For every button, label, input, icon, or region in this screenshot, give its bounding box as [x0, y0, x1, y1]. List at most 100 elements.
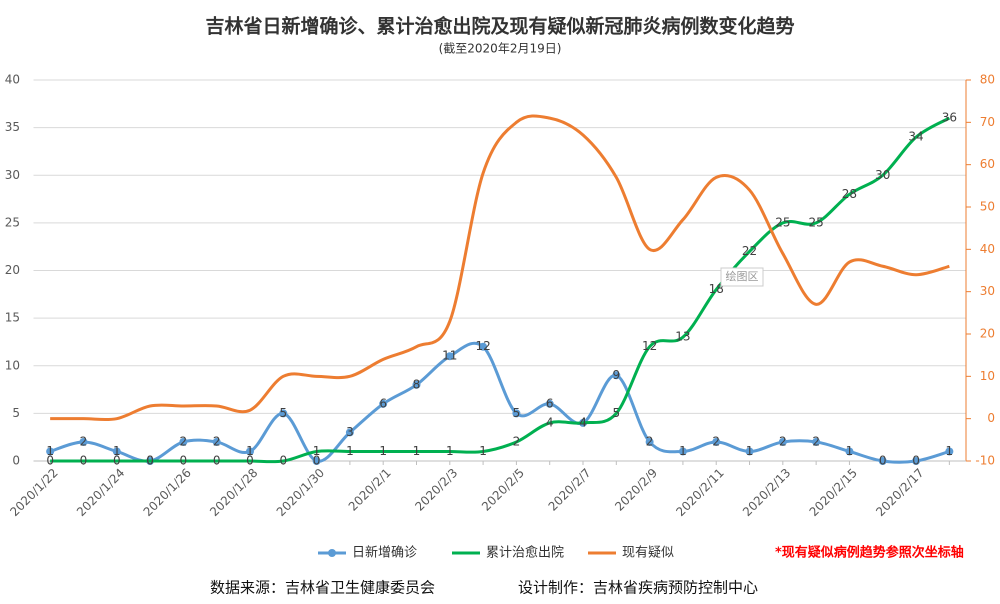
marker [878, 457, 887, 465]
x-tick-label: 2020/2/11 [673, 466, 726, 519]
chart-title: 吉林省日新增确诊、累计治愈出院及现有疑似新冠肺炎病例数变化趋势 [205, 15, 794, 38]
data-label: 0 [313, 454, 321, 468]
data-label: 4 [579, 415, 587, 429]
marker [279, 409, 288, 418]
series-line [49, 341, 950, 464]
data-label: 1 [313, 444, 321, 458]
marker [212, 437, 221, 446]
data-label: 1 [479, 444, 487, 458]
x-tick-label: 2020/2/3 [412, 466, 460, 514]
data-label: 0 [213, 454, 221, 468]
marker [79, 437, 88, 446]
x-tick-label: 2020/1/22 [7, 466, 60, 519]
tooltip: 绘图区 [726, 269, 759, 283]
legend-marker [328, 549, 336, 557]
y2-tick-label: 70 [980, 115, 995, 129]
y-tick-label: 20 [5, 263, 20, 277]
y2-tick-label: 60 [980, 157, 995, 171]
y2-tick-label: 50 [980, 200, 995, 214]
legend-label: 累计治愈出院 [486, 546, 564, 561]
y2-tick-label: 40 [980, 242, 995, 256]
data-label: 1 [746, 444, 754, 458]
y-tick-label: 25 [5, 215, 20, 229]
marker [545, 399, 554, 408]
data-label: 30 [875, 168, 890, 182]
data-label: 3 [346, 425, 354, 439]
marker [312, 457, 321, 465]
marker [745, 447, 754, 456]
y-tick-label: 30 [5, 168, 20, 182]
y-tick-label: 15 [5, 311, 20, 325]
data-label: 11 [442, 349, 457, 363]
marker [245, 447, 254, 456]
marker [46, 447, 55, 456]
series-line [50, 114, 950, 422]
x-tick-label: 2020/2/1 [346, 466, 394, 514]
marker [412, 380, 421, 389]
marker [812, 437, 821, 446]
data-label: 1 [379, 444, 387, 458]
y-tick-label: 10 [5, 358, 20, 372]
data-label: 13 [675, 330, 690, 344]
source: 数据来源：吉林省卫生健康委员会 [210, 579, 435, 597]
x-tick-label: 2020/1/24 [74, 466, 127, 519]
data-label: 18 [709, 282, 724, 296]
x-tick-label: 2020/2/7 [546, 466, 594, 514]
marker [379, 399, 388, 408]
x-tick-label: 2020/1/30 [274, 466, 327, 519]
x-tick-label: 2020/2/5 [479, 466, 527, 514]
y2-tick-label: 10 [980, 369, 995, 383]
data-label: 2 [513, 434, 521, 448]
marker [112, 447, 121, 456]
data-label: 0 [80, 454, 88, 468]
data-label: 1 [946, 444, 954, 458]
x-tick-label: 2020/1/26 [141, 466, 194, 519]
data-label: 0 [279, 454, 287, 468]
data-label: 0 [180, 454, 188, 468]
data-label: 12 [642, 339, 657, 353]
y2-tick-label: 30 [980, 284, 995, 298]
data-label: 6 [379, 396, 387, 410]
data-label: 2 [180, 434, 188, 448]
marker [345, 428, 354, 437]
data-label: 8 [413, 377, 421, 391]
marker [778, 437, 787, 446]
data-label: 28 [842, 187, 857, 201]
marker [479, 342, 488, 351]
data-label: 0 [912, 454, 920, 468]
x-tick-label: 2020/1/28 [207, 466, 260, 519]
marker [645, 437, 654, 446]
marker [512, 409, 521, 418]
data-label: 0 [879, 454, 887, 468]
legend-label: 现有疑似 [622, 545, 674, 561]
marker [845, 447, 854, 456]
data-label: 25 [808, 215, 823, 229]
series-line [50, 116, 951, 464]
data-label: 2 [646, 434, 654, 448]
data-label: 1 [46, 444, 54, 458]
data-label: 0 [46, 454, 54, 468]
data-label: 5 [513, 406, 521, 420]
y2-tick-label: 20 [980, 327, 995, 341]
y-tick-label: 35 [5, 120, 20, 134]
data-label: 36 [942, 111, 957, 125]
data-label: 0 [113, 454, 121, 468]
marker [712, 437, 721, 446]
marker [445, 352, 454, 361]
data-label: 34 [908, 130, 923, 144]
marker [945, 447, 954, 456]
y-tick-label: 0 [12, 454, 20, 468]
y-tick-label: 40 [5, 73, 20, 87]
data-label: 1 [413, 444, 421, 458]
data-label: 1 [679, 444, 687, 458]
data-label: 25 [775, 215, 790, 229]
data-label: 2 [80, 434, 88, 448]
data-label: 12 [475, 339, 490, 353]
marker [179, 437, 188, 446]
data-label: 0 [146, 454, 154, 468]
data-label: 4 [579, 415, 587, 429]
data-label: 1 [846, 444, 854, 458]
y-tick-label: 5 [12, 406, 20, 420]
axis-note: *现有疑似病例趋势参照次坐标轴 [775, 545, 964, 561]
